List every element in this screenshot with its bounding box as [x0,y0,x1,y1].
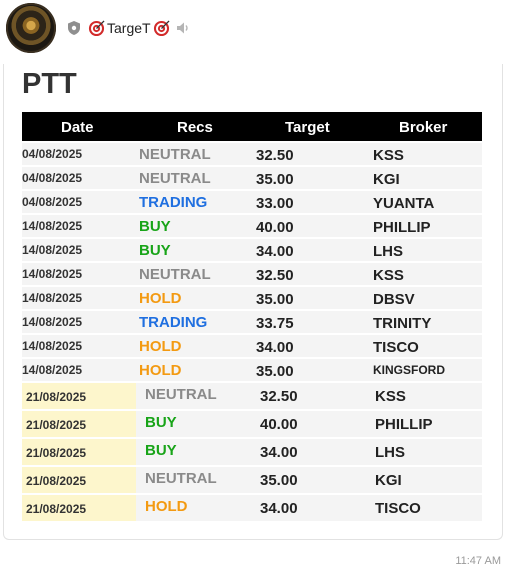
cell-broker: KINGSFORD [373,363,445,377]
cell-broker: KGI [373,171,400,188]
cell-date: 04/08/2025 [22,147,83,161]
cell-target: 35.00 [256,363,294,380]
cell-broker: KSS [373,267,404,284]
date-highlight [22,439,136,465]
cell-rec: BUY [145,414,177,431]
cell-date: 21/08/2025 [26,474,87,488]
channel-name: TargeT [107,20,151,36]
table-row: 14/08/2025 NEUTRAL 32.50 KSS [22,263,482,287]
column-header-broker: Broker [399,119,448,136]
date-highlight [22,495,136,521]
cell-date: 14/08/2025 [22,243,83,257]
table-row-highlighted: 21/08/2025 BUY 40.00 PHILLIP [22,411,482,439]
target-icon [88,19,105,36]
cell-target: 33.00 [256,195,294,212]
mute-speaker-icon[interactable] [175,20,191,36]
cell-rec: TRADING [139,314,208,331]
target-icon [153,19,170,36]
cell-target: 34.00 [260,444,298,461]
cell-target: 34.00 [256,339,294,356]
cell-target: 34.00 [260,500,298,517]
cell-broker: KSS [373,147,404,164]
chat-header: TargeT [0,0,505,58]
cell-date: 14/08/2025 [22,291,83,305]
cell-target: 40.00 [256,219,294,236]
column-header-target: Target [285,119,330,136]
date-highlight [22,411,136,437]
cell-rec: NEUTRAL [139,170,211,187]
cell-broker: DBSV [373,291,415,308]
cell-date: 21/08/2025 [26,390,87,404]
channel-avatar[interactable] [6,3,56,53]
table-row: 14/08/2025 TRADING 33.75 TRINITY [22,311,482,335]
cell-broker: TRINITY [373,315,432,332]
cell-date: 14/08/2025 [22,267,83,281]
cell-broker: LHS [373,243,403,260]
cell-target: 35.00 [256,291,294,308]
cell-rec: HOLD [145,498,188,515]
cell-broker: YUANTA [373,195,435,212]
cell-date: 21/08/2025 [26,418,87,432]
table-row-highlighted: 21/08/2025 BUY 34.00 LHS [22,439,482,467]
cell-broker: PHILLIP [373,219,431,236]
channel-title[interactable]: TargeT [88,17,170,39]
date-highlight [22,467,136,493]
shield-icon [68,21,80,35]
cell-date: 14/08/2025 [22,363,83,377]
cell-rec: NEUTRAL [139,266,211,283]
cell-target: 32.50 [256,267,294,284]
table-row-highlighted: 21/08/2025 NEUTRAL 35.00 KGI [22,467,482,495]
cell-date: 21/08/2025 [26,446,87,460]
column-header-date: Date [61,119,94,136]
cell-rec: NEUTRAL [139,146,211,163]
cell-date: 04/08/2025 [22,195,83,209]
date-highlight [22,383,136,409]
cell-rec: BUY [145,442,177,459]
message-timestamp: 11:47 AM [455,555,501,567]
cell-rec: BUY [139,242,171,259]
table-header: Date Recs Target Broker [22,112,482,141]
table-row: 14/08/2025 BUY 40.00 PHILLIP [22,215,482,239]
table-row: 04/08/2025 TRADING 33.00 YUANTA [22,191,482,215]
cell-rec: TRADING [139,194,208,211]
cell-broker: PHILLIP [375,416,433,433]
table-row: 14/08/2025 BUY 34.00 LHS [22,239,482,263]
cell-rec: NEUTRAL [145,386,217,403]
cell-rec: HOLD [139,362,182,379]
cell-target: 40.00 [260,416,298,433]
cell-broker: KGI [375,472,402,489]
cell-date: 14/08/2025 [22,339,83,353]
cell-rec: HOLD [139,290,182,307]
table-row: 04/08/2025 NEUTRAL 35.00 KGI [22,167,482,191]
cell-rec: BUY [139,218,171,235]
cell-target: 35.00 [256,171,294,188]
cell-target: 35.00 [260,472,298,489]
table-row: 04/08/2025 NEUTRAL 32.50 KSS [22,143,482,167]
cell-broker: TISCO [375,500,421,517]
cell-rec: NEUTRAL [145,470,217,487]
cell-date: 14/08/2025 [22,219,83,233]
cell-target: 34.00 [256,243,294,260]
cell-broker: KSS [375,388,406,405]
cell-date: 04/08/2025 [22,171,83,185]
table-row: 14/08/2025 HOLD 35.00 KINGSFORD [22,359,482,383]
column-header-recs: Recs [177,119,213,136]
table-row: 14/08/2025 HOLD 35.00 DBSV [22,287,482,311]
cell-rec: HOLD [139,338,182,355]
message-title: PTT [22,68,77,100]
cell-date: 14/08/2025 [22,315,83,329]
cell-broker: LHS [375,444,405,461]
table-row-highlighted: 21/08/2025 HOLD 34.00 TISCO [22,495,482,523]
table-row-highlighted: 21/08/2025 NEUTRAL 32.50 KSS [22,383,482,411]
cell-broker: TISCO [373,339,419,356]
cell-target: 33.75 [256,315,294,332]
cell-date: 21/08/2025 [26,502,87,516]
table-row: 14/08/2025 HOLD 34.00 TISCO [22,335,482,359]
cell-target: 32.50 [260,388,298,405]
cell-target: 32.50 [256,147,294,164]
